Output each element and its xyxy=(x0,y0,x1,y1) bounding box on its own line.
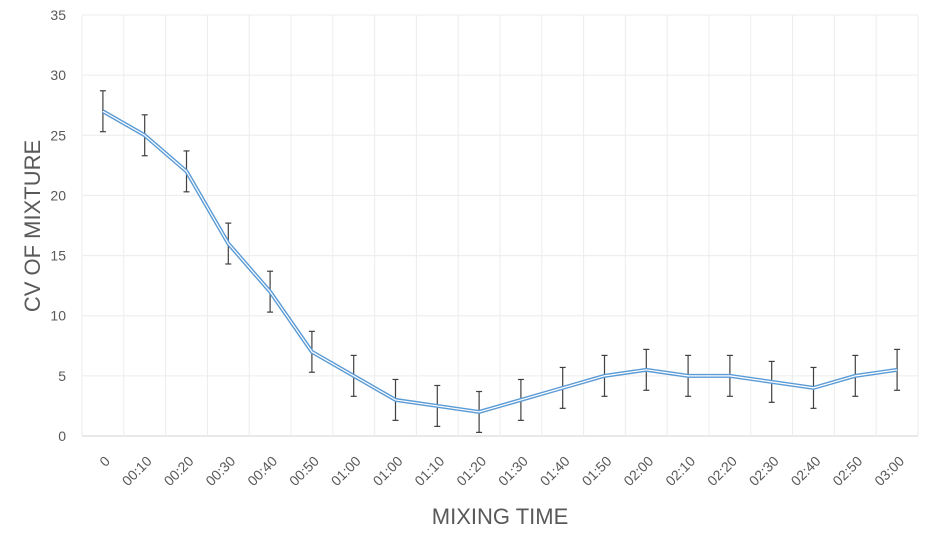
y-tick-label: 0 xyxy=(58,428,66,444)
y-tick-label: 25 xyxy=(50,127,66,143)
y-tick-label: 30 xyxy=(50,67,66,83)
x-tick-label: 0 xyxy=(96,453,113,470)
x-tick-label: 01:50 xyxy=(579,453,615,489)
x-tick-label: 00:30 xyxy=(202,453,238,489)
x-tick-label: 02:30 xyxy=(746,453,782,489)
y-tick-label: 10 xyxy=(50,308,66,324)
x-tick-label: 03:00 xyxy=(871,453,907,489)
x-tick-label: 02:10 xyxy=(662,453,698,489)
x-tick-label: 01:30 xyxy=(495,453,531,489)
gridlines xyxy=(82,15,918,436)
y-axis-title: CV OF MIXTURE xyxy=(20,140,45,312)
x-tick-label: 01:20 xyxy=(453,453,489,489)
x-tick-label: 00:20 xyxy=(161,453,197,489)
x-tick-label: 00:40 xyxy=(244,453,280,489)
x-axis-title: MIXING TIME xyxy=(432,504,569,529)
x-tick-label: 01:10 xyxy=(411,453,447,489)
y-tick-label: 20 xyxy=(50,187,66,203)
y-tick-label: 15 xyxy=(50,248,66,264)
x-tick-label: 02:50 xyxy=(829,453,865,489)
x-tick-label: 00:10 xyxy=(119,453,155,489)
x-tick-label: 01:00 xyxy=(370,453,406,489)
y-tick-label: 35 xyxy=(50,7,66,23)
x-tick-label: 00:50 xyxy=(286,453,322,489)
x-tick-label: 02:00 xyxy=(620,453,656,489)
x-tick-label: 02:40 xyxy=(788,453,824,489)
y-axis-ticks: 0 5 10 15 20 25 30 35 xyxy=(50,7,66,444)
y-tick-label: 5 xyxy=(58,368,66,384)
x-tick-label: 01:40 xyxy=(537,453,573,489)
x-tick-label: 01:00 xyxy=(328,453,364,489)
x-tick-label: 02:20 xyxy=(704,453,740,489)
